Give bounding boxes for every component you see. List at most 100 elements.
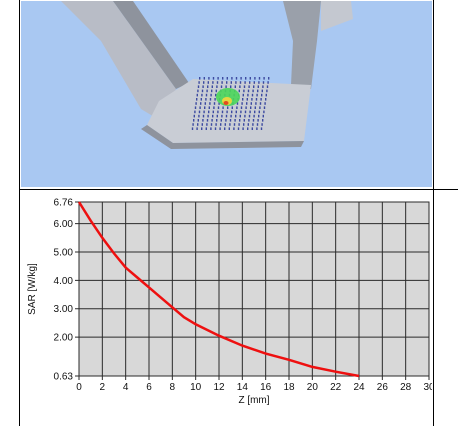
phantom-plate-render [21, 1, 432, 187]
probe-point [256, 93, 258, 97]
probe-point [192, 123, 194, 126]
probe-point [253, 81, 255, 84]
y-tick-label: 4.00 [54, 276, 74, 287]
probe-point [194, 106, 197, 109]
probe-point [205, 93, 208, 97]
probe-point [262, 114, 264, 118]
probe-point [265, 93, 267, 97]
probe-point [205, 127, 207, 130]
probe-point [262, 119, 264, 122]
probe-point [254, 106, 256, 109]
probe-point [238, 89, 240, 93]
probe-point [236, 106, 238, 109]
probe-point [196, 93, 198, 97]
probe-point [252, 119, 255, 122]
probe-point [251, 93, 254, 97]
probe-point [252, 123, 254, 126]
probe-point [218, 102, 220, 105]
probe-point [233, 123, 236, 126]
probe-point [198, 81, 200, 84]
plate-left-arm-shadow [113, 1, 189, 89]
y-axis-title: SAR [W/kg] [27, 263, 38, 315]
probe-point [264, 102, 266, 105]
border-divider [19, 189, 458, 190]
probe-point [197, 123, 199, 126]
x-tick-label: 14 [237, 382, 249, 393]
probe-point [227, 106, 229, 109]
probe-point [200, 98, 202, 101]
probe-point [226, 81, 228, 84]
probe-point [243, 123, 245, 126]
y-tick-label: 5.00 [54, 247, 74, 258]
sar-z-chart: 6.76 6.00 5.00 4.00 3.00 2.00 0.63 0 2 4 6 8 10 12 14… [21, 192, 435, 423]
probe-point [233, 127, 235, 130]
probe-point [262, 81, 265, 84]
x-tick-label: 30 [423, 382, 432, 393]
probe-point [208, 77, 210, 80]
probe-point [260, 98, 262, 101]
probe-point [200, 102, 202, 105]
probe-point [240, 77, 242, 80]
probe-point [267, 81, 269, 84]
probe-point [257, 119, 259, 122]
probe-point [253, 114, 255, 118]
probe-point [225, 119, 227, 122]
probe-point [202, 114, 205, 118]
probe-point [250, 102, 252, 105]
probe-point [226, 77, 228, 80]
probe-point [243, 85, 246, 88]
probe-point [207, 85, 209, 88]
probe-point [208, 106, 210, 109]
probe-point [216, 85, 218, 88]
probe-point [244, 110, 247, 114]
probe-point [244, 114, 246, 118]
probe-point [206, 123, 208, 126]
probe-point [210, 123, 213, 126]
probe-point [261, 89, 263, 93]
probe-point [220, 123, 222, 126]
probe-point [245, 77, 247, 80]
probe-point [225, 114, 228, 118]
probe-point [257, 89, 259, 93]
probe-point [266, 85, 269, 88]
probe-point [224, 127, 226, 130]
probe-point [193, 114, 195, 118]
x-tick-label: 6 [146, 382, 152, 393]
probe-point [214, 98, 216, 101]
probe-point [247, 93, 249, 97]
probe-point [231, 77, 233, 80]
probe-point [266, 89, 268, 93]
probe-point [221, 81, 223, 84]
probe-point [235, 114, 237, 118]
probe-point [210, 93, 212, 97]
probe-point [230, 81, 232, 84]
probe-point [258, 114, 260, 118]
probe-point [191, 127, 194, 130]
probe-point [248, 114, 251, 118]
y-tick-label: 6.00 [54, 219, 74, 230]
probe-point [228, 127, 230, 130]
probe-point [213, 102, 216, 105]
probe-point [205, 98, 207, 101]
x-tick-label: 20 [307, 382, 319, 393]
probe-point [250, 106, 252, 109]
probe-point [243, 89, 245, 93]
probe-point [253, 85, 255, 88]
probe-point [196, 98, 198, 101]
x-tick-label: 26 [377, 382, 389, 393]
probe-point [247, 123, 249, 126]
probe-point [215, 123, 217, 126]
probe-point [197, 119, 199, 122]
plate-left-arm [61, 1, 176, 121]
probe-point [214, 127, 217, 130]
probe-point [239, 81, 242, 84]
probe-point [251, 127, 253, 130]
probe-point [211, 89, 213, 93]
probe-point [219, 127, 221, 130]
probe-point [238, 123, 240, 126]
plate-base [147, 79, 311, 143]
probe-point [260, 127, 263, 130]
probe-point [207, 114, 209, 118]
probe-point [201, 127, 203, 130]
x-tick-label: 10 [190, 382, 202, 393]
